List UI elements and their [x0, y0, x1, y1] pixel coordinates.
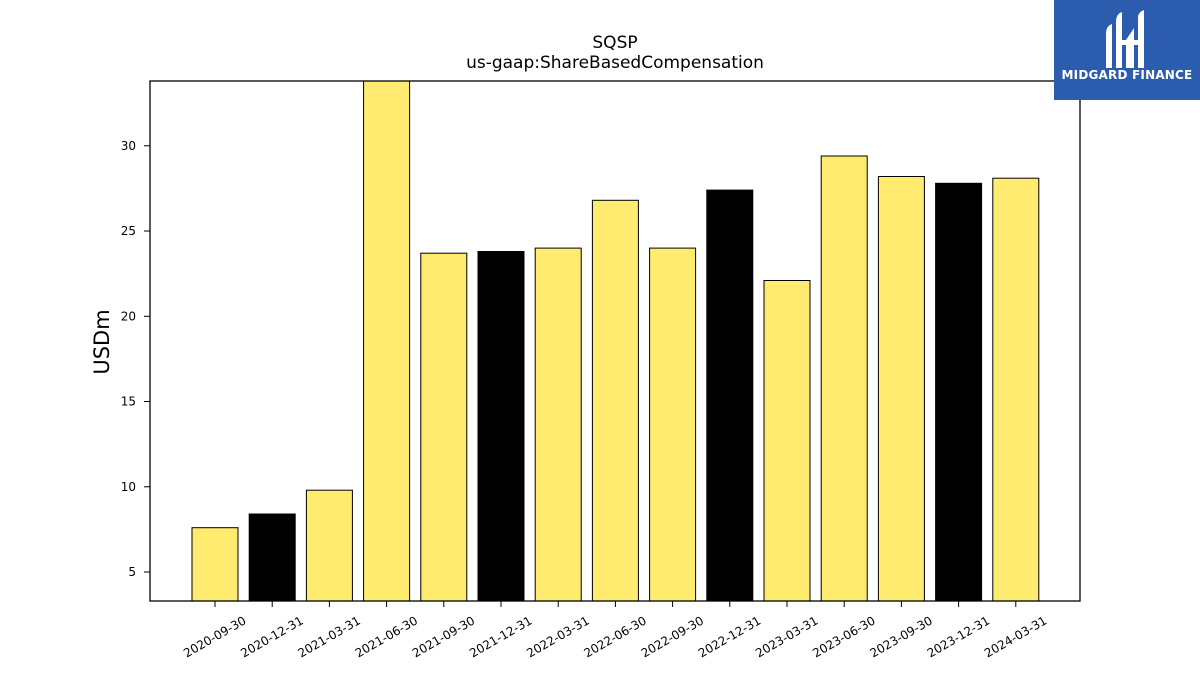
bars-group — [191, 80, 1040, 602]
x-tick-label: 2022-09-30 — [639, 613, 706, 660]
x-tick-label: 2023-06-30 — [810, 613, 877, 660]
bar-2021-06-30 — [363, 80, 411, 602]
y-tick-label: 10 — [121, 480, 136, 494]
x-tick-label: 2022-06-30 — [581, 613, 648, 660]
y-tick-label: 30 — [121, 139, 136, 153]
bar-2023-03-31 — [763, 280, 811, 602]
bar-2022-03-31 — [534, 247, 582, 602]
x-tick-label: 2021-03-31 — [295, 613, 362, 660]
bar-2020-12-31 — [248, 513, 296, 602]
bar-2022-06-30 — [591, 199, 639, 602]
x-tick-label: 2021-06-30 — [353, 613, 420, 660]
plot-frame — [149, 80, 1081, 602]
x-tick-label: 2021-12-31 — [467, 613, 534, 660]
x-tick-label: 2022-12-31 — [696, 613, 763, 660]
x-axis: 2020-09-302020-12-312021-03-312021-06-30… — [181, 601, 1049, 660]
x-tick-label: 2022-03-31 — [524, 613, 591, 660]
midgard-logo-icon — [1106, 10, 1144, 68]
y-tick-label: 15 — [121, 395, 136, 409]
x-tick-label: 2020-12-31 — [238, 613, 305, 660]
bar-2023-09-30 — [877, 176, 925, 602]
bar-2021-03-31 — [305, 489, 353, 602]
y-axis: 5 10 15 20 25 30 — [121, 139, 150, 579]
y-tick-label: 20 — [121, 309, 136, 323]
bar-2021-09-30 — [420, 252, 468, 602]
x-tick-label: 2020-09-30 — [181, 613, 248, 660]
brand-name: MIDGARD FINANCE — [1061, 68, 1193, 82]
bar-2024-03-31 — [992, 177, 1040, 602]
bar-2021-12-31 — [477, 251, 525, 602]
bar-2023-06-30 — [820, 155, 868, 602]
x-tick-label: 2023-03-31 — [753, 613, 820, 660]
bar-2020-09-30 — [191, 527, 239, 602]
brand-logo: MIDGARD FINANCE — [1054, 0, 1200, 100]
bar-2022-12-31 — [706, 189, 754, 602]
y-axis-label: USDm — [90, 309, 114, 374]
x-tick-label: 2023-09-30 — [867, 613, 934, 660]
x-tick-label: 2021-09-30 — [410, 613, 477, 660]
y-tick-label: 5 — [128, 565, 136, 579]
x-tick-label: 2023-12-31 — [925, 613, 992, 660]
chart-title: SQSP — [592, 33, 637, 53]
bar-2023-12-31 — [935, 182, 983, 602]
bar-2022-09-30 — [649, 247, 697, 602]
x-tick-label: 2024-03-31 — [982, 613, 1049, 660]
y-tick-label: 25 — [121, 224, 136, 238]
chart-subtitle: us-gaap:ShareBasedCompensation — [466, 53, 764, 73]
